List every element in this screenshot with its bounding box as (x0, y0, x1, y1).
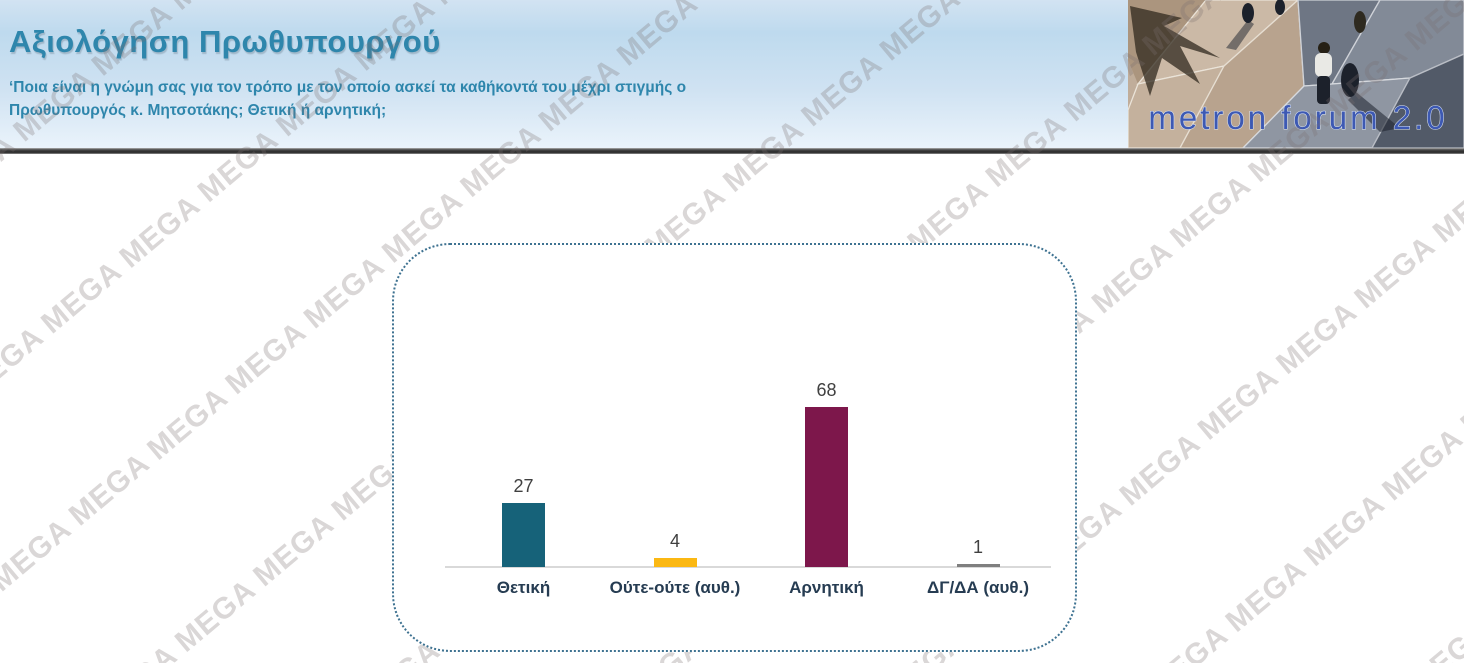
category-label: Θετική (496, 578, 551, 597)
bar-value-label: 27 (513, 476, 534, 496)
bar-3 (805, 407, 848, 567)
metron-forum-logo: metron forum 2.0 (1128, 0, 1464, 148)
chart-card: 27 Θετική 4 Ούτε-ούτε (αυθ.) 68 Αρνητική 1 ΔΓ/Δ… (392, 243, 1077, 652)
bar-value-label: 68 (816, 380, 837, 400)
question-subtitle: ‘Ποια είναι η γνώμη σας για τον τρόπο με… (9, 76, 686, 122)
question-line-1: ‘Ποια είναι η γνώμη σας για τον τρόπο με… (9, 79, 687, 96)
bar-value-label: 1 (972, 537, 983, 557)
category-label: Ούτε-ούτε (αυθ.) (609, 578, 741, 597)
page-title: Αξιολόγηση Πρωθυπουργού (9, 24, 441, 59)
bar-4 (956, 564, 1000, 567)
category-label: ΔΓ/ΔΑ (αυθ.) (927, 578, 1029, 597)
header-separator-rule (0, 148, 1464, 154)
bar-1 (502, 503, 545, 567)
x-axis-line (445, 566, 1051, 568)
category-label: Αρνητική (789, 578, 864, 597)
people-silhouettes (1226, 0, 1400, 132)
statue-shadow (1130, 6, 1220, 96)
header-band: Αξιολόγηση Πρωθυπουργού ‘Ποια είναι η γν… (0, 0, 1464, 148)
metron-forum-logo-image: metron forum 2.0 (1128, 0, 1464, 148)
question-line-2: Πρωθυπουργός κ. Μητσοτάκης; Θετική ή αρν… (9, 102, 387, 119)
bar-value-label: 4 (669, 531, 680, 551)
logo-text: metron forum 2.0 (1148, 99, 1447, 136)
bar-2 (653, 558, 697, 567)
